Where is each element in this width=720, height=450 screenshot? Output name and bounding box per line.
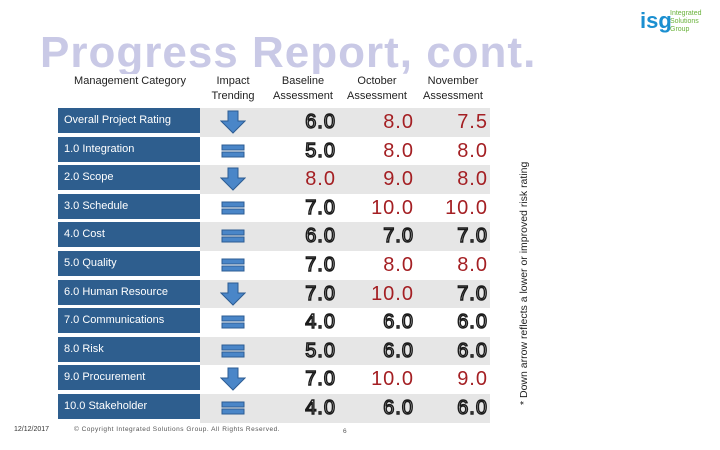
baseline-value: 6.0 [304, 225, 336, 248]
october-value: 6.0 [382, 339, 414, 362]
category-column: Overall Project Rating 1.0 Integration 2.0… [58, 108, 200, 423]
november-value: 8.0 [457, 139, 488, 162]
october-value: 10.0 [371, 368, 414, 391]
november-value: 7.0 [456, 282, 488, 305]
equal-icon [221, 144, 245, 158]
header-october: October Assessment [340, 74, 414, 104]
baseline-value: 7.0 [304, 282, 336, 305]
november-value: 10.0 [445, 196, 488, 219]
baseline-value: 6.0 [304, 110, 336, 133]
november-value: 8.0 [457, 168, 488, 191]
table-row: 8.0 9.0 8.0 [200, 165, 490, 194]
table-row: 6.0 8.0 7.5 [200, 108, 490, 137]
category-label: 4.0 Cost [58, 222, 200, 248]
category-label: 7.0 Communications [58, 308, 200, 334]
assessment-table: 6.0 8.0 7.5 5.0 8.0 8.0 8.0 9.0 8.0 7.0 10.0 10.0 6.… [200, 108, 490, 423]
table-row: 4.0 6.0 6.0 [200, 393, 490, 423]
october-value: 10.0 [371, 282, 414, 305]
isg-logo: isg Integrated Solutions Group [640, 8, 710, 40]
category-label: 8.0 Risk [58, 336, 200, 362]
baseline-value: 8.0 [305, 168, 336, 191]
header-november: November Assessment [416, 74, 490, 104]
table-row: 5.0 6.0 6.0 [200, 336, 490, 366]
category-label: Overall Project Rating [58, 108, 200, 133]
table-row: 4.0 6.0 6.0 [200, 308, 490, 337]
logo-text: Integrated Solutions Group [670, 10, 702, 33]
october-value: 10.0 [371, 196, 414, 219]
baseline-value: 7.0 [304, 196, 336, 219]
category-label: 10.0 Stakeholder [58, 393, 200, 419]
category-label: 9.0 Procurement [58, 365, 200, 391]
down-arrow-icon [220, 367, 246, 392]
october-value: 7.0 [382, 225, 414, 248]
october-value: 8.0 [383, 253, 414, 276]
table-row: 7.0 10.0 7.0 [200, 279, 490, 309]
november-value: 6.0 [456, 396, 488, 419]
category-label: 5.0 Quality [58, 250, 200, 276]
equal-icon [221, 258, 245, 272]
header-impact-trending: Impact Trending [204, 74, 262, 104]
category-label: 3.0 Schedule [58, 193, 200, 219]
equal-icon [221, 229, 245, 243]
november-value: 7.0 [456, 225, 488, 248]
baseline-value: 5.0 [304, 339, 336, 362]
baseline-value: 4.0 [304, 310, 336, 334]
header-management-category: Management Category [60, 74, 200, 104]
october-value: 8.0 [383, 139, 414, 162]
equal-icon [221, 344, 245, 358]
table-row: 7.0 10.0 10.0 [200, 193, 490, 223]
october-value: 9.0 [383, 168, 414, 191]
category-label: 6.0 Human Resource [58, 279, 200, 305]
october-value: 8.0 [383, 111, 414, 133]
table-row: 5.0 8.0 8.0 [200, 136, 490, 166]
november-value: 7.5 [457, 111, 488, 133]
october-value: 6.0 [382, 310, 414, 334]
side-note-text: * Down arrow reflects a lower or improve… [518, 161, 530, 405]
down-arrow-icon [220, 282, 246, 306]
baseline-value: 7.0 [304, 368, 336, 391]
down-arrow-icon [220, 110, 246, 134]
logo-mark: isg [640, 8, 672, 33]
baseline-value: 4.0 [304, 396, 336, 419]
footer-date: 12/12/2017 [14, 426, 50, 433]
november-value: 6.0 [456, 339, 488, 362]
baseline-value: 5.0 [304, 139, 336, 162]
footer-copyright: © Copyright Integrated Solutions Group. … [74, 426, 281, 433]
page-title: Progress Report, cont. [40, 28, 537, 77]
table-row: 6.0 7.0 7.0 [200, 222, 490, 251]
category-label: 1.0 Integration [58, 136, 200, 162]
november-value: 8.0 [457, 253, 488, 276]
table-row: 7.0 8.0 8.0 [200, 250, 490, 280]
october-value: 6.0 [382, 396, 414, 419]
equal-icon [221, 201, 245, 215]
down-arrow-icon [220, 167, 246, 191]
baseline-value: 7.0 [304, 253, 336, 276]
table-row: 7.0 10.0 9.0 [200, 365, 490, 394]
equal-icon [221, 401, 245, 415]
page-number: 6 [343, 428, 347, 435]
header-baseline: Baseline Assessment [268, 74, 338, 104]
side-note: * Down arrow reflects a lower or improve… [508, 100, 530, 410]
november-value: 9.0 [457, 368, 488, 391]
category-label: 2.0 Scope [58, 165, 200, 191]
equal-icon [221, 315, 245, 329]
november-value: 6.0 [456, 310, 488, 334]
